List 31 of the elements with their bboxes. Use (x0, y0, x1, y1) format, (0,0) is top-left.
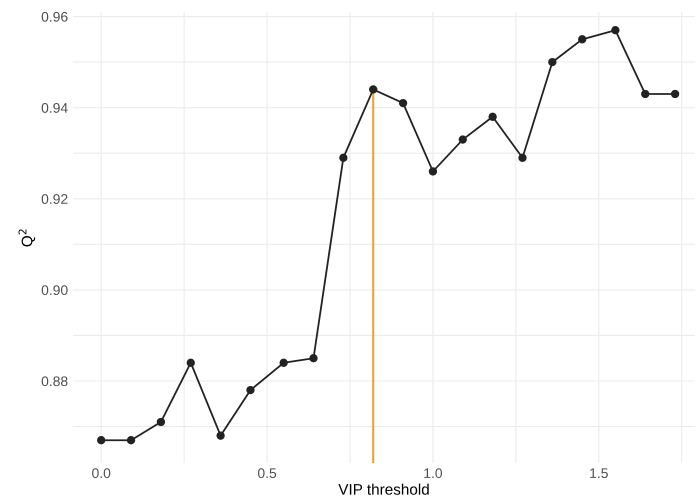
point (246, 386, 255, 394)
y-tick-label: 0.88 (42, 376, 68, 386)
x-tick-label: 0.0 (92, 468, 110, 478)
y-tick-label: 0.92 (42, 194, 68, 204)
x-axis-title: VIP threshold (338, 484, 429, 495)
point (488, 112, 497, 121)
point (641, 90, 650, 98)
point (611, 26, 620, 34)
point (279, 358, 288, 367)
point (398, 98, 408, 108)
point (369, 85, 378, 94)
point (339, 154, 348, 162)
point (156, 418, 166, 426)
point (578, 35, 586, 44)
x-tick-label: 1.5 (590, 468, 608, 478)
point (186, 358, 195, 367)
y-tick-label: 0.94 (42, 103, 68, 113)
point (548, 58, 557, 66)
point (518, 154, 527, 162)
y-tick-label: 0.90 (42, 285, 68, 296)
y-tick-label: 0.96 (42, 12, 68, 22)
x-tick-label: 0.5 (258, 468, 276, 478)
y-axis-title: Q$^{2}$ (18, 229, 36, 246)
point (670, 90, 680, 98)
point (126, 436, 136, 444)
point (309, 354, 318, 362)
point (97, 436, 106, 444)
point (216, 432, 225, 440)
point (428, 167, 438, 176)
point (458, 135, 467, 144)
x-tick-label: 1.0 (424, 468, 442, 478)
